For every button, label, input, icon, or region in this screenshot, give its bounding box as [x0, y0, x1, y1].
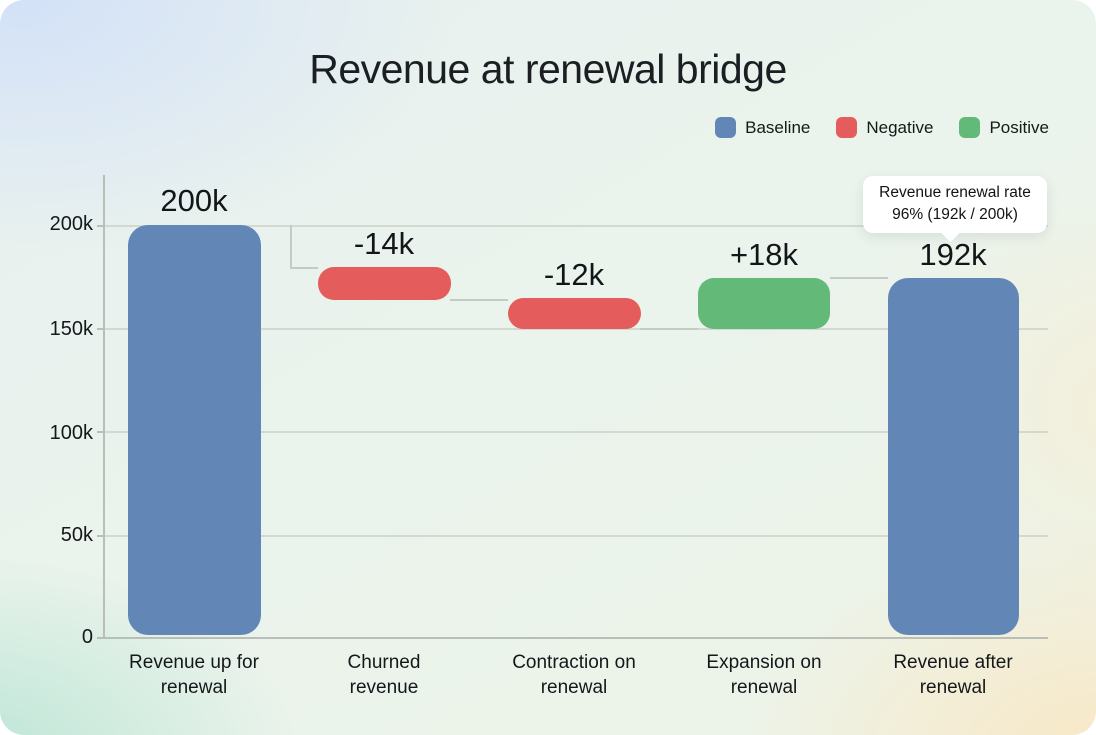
x-label-line: Churned — [347, 652, 421, 673]
x-axis-label-revenue-up-for-renewal: Revenue up for renewal — [99, 650, 289, 700]
y-axis-label-100k: 100k — [49, 422, 93, 444]
x-label-line: renewal — [730, 677, 798, 699]
y-axis-line — [103, 175, 105, 638]
gridline-100k — [103, 431, 1048, 433]
y-tick — [97, 225, 103, 227]
x-label-line: Revenue after — [893, 652, 1013, 673]
legend-item-positive[interactable]: Positive — [959, 117, 1049, 138]
value-label: -14k — [353, 226, 415, 261]
legend-label: Positive — [989, 117, 1049, 137]
x-label-line: Expansion on — [706, 652, 822, 673]
x-axis-label-expansion-on-renewal: Expansion on renewal — [669, 650, 859, 700]
positive-swatch-icon — [959, 117, 981, 138]
x-label-line: Contraction on — [512, 652, 636, 673]
bar-expansion-on-renewal[interactable] — [698, 278, 830, 329]
value-label: -12k — [543, 257, 605, 292]
bar-revenue-after-renewal[interactable] — [888, 278, 1019, 635]
legend: Baseline Negative Positive — [715, 117, 1049, 138]
connector-drop — [290, 225, 292, 268]
gridline-200k — [103, 225, 1048, 227]
connector-step — [830, 277, 888, 279]
legend-item-negative[interactable]: Negative — [836, 117, 933, 138]
baseline-swatch-icon — [715, 117, 737, 138]
legend-label: Baseline — [745, 117, 811, 137]
y-tick — [97, 535, 103, 537]
gridline-50k — [103, 535, 1048, 537]
x-axis-label-revenue-after-renewal: Revenue after renewal — [858, 650, 1048, 700]
tooltip-line-2: 96% (192k / 200k) — [892, 206, 1018, 223]
renewal-rate-tooltip: Revenue renewal rate 96% (192k / 200k) — [863, 176, 1047, 243]
connector-step — [290, 267, 318, 269]
y-tick — [97, 328, 103, 330]
tooltip-line-1: Revenue renewal rate — [879, 184, 1031, 201]
y-tick — [97, 637, 103, 639]
connector-step — [640, 328, 698, 330]
plot-area: 200k -14k -12k +18k 192k — [97, 175, 1048, 639]
x-axis-line — [103, 637, 1048, 639]
y-axis-label-200k: 200k — [49, 213, 93, 235]
chart-title: Revenue at renewal bridge — [309, 46, 787, 92]
bar-revenue-up-for-renewal[interactable] — [128, 225, 261, 635]
legend-item-baseline[interactable]: Baseline — [715, 117, 810, 138]
y-axis-label-50k: 50k — [60, 524, 93, 546]
value-label: 192k — [919, 237, 987, 272]
bar-churned-revenue[interactable] — [318, 267, 451, 300]
x-label-line: renewal — [919, 677, 987, 699]
bar-contraction-on-renewal[interactable] — [508, 298, 641, 329]
y-tick — [97, 431, 103, 433]
legend-label: Negative — [866, 117, 934, 137]
x-label-line: Revenue up for — [129, 652, 259, 673]
x-label-line: renewal — [540, 677, 608, 699]
x-label-line: revenue — [349, 677, 419, 699]
y-axis-label-150k: 150k — [49, 318, 93, 340]
x-axis-label-churned-revenue: Churned revenue — [289, 650, 479, 700]
y-axis-label-0: 0 — [81, 626, 93, 648]
negative-swatch-icon — [836, 117, 858, 138]
value-label: +18k — [729, 237, 799, 272]
x-label-line: renewal — [160, 677, 228, 699]
x-axis-label-contraction-on-renewal: Contraction on renewal — [479, 650, 669, 700]
connector-step — [450, 299, 508, 301]
value-label: 200k — [160, 183, 228, 218]
